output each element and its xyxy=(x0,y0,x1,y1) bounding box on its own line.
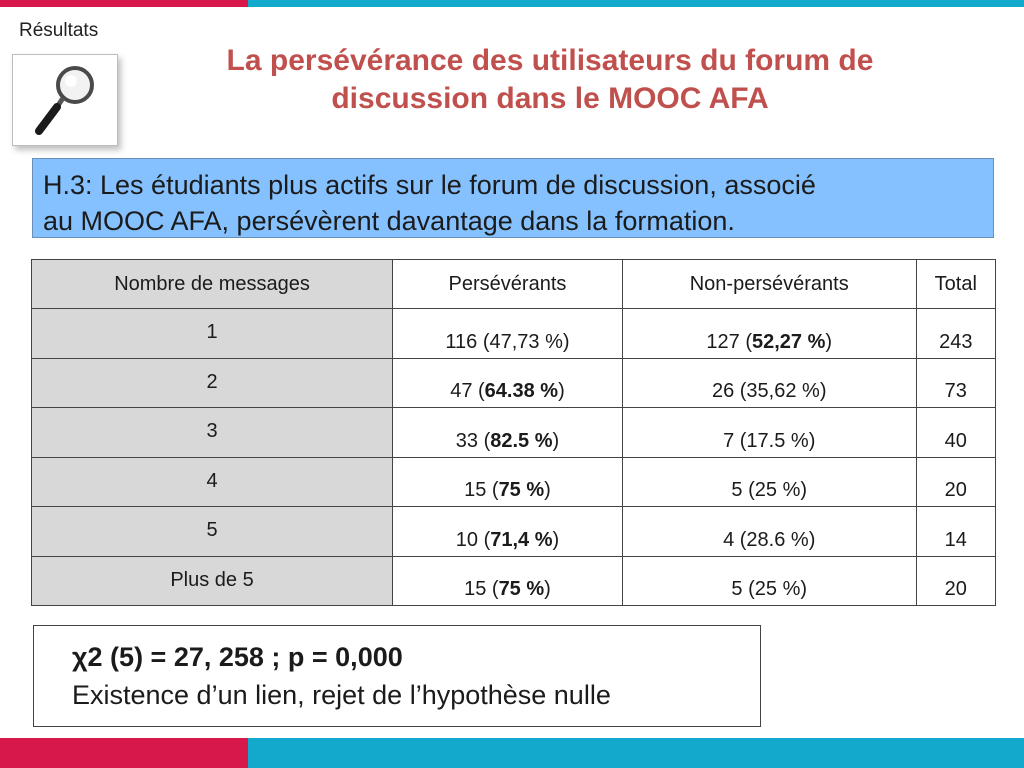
table-row: 3 33 (82.5 %) 7 (17.5 %) 40 xyxy=(30,407,997,458)
header-non-perseverants: Non-persévérants xyxy=(621,259,917,309)
cell-perseverants: 47 (64.38 %) xyxy=(392,357,623,408)
title-line-1: La persévérance des utilisateurs du foru… xyxy=(226,44,874,77)
header-total: Total xyxy=(915,259,997,309)
table-row: Plus de 5 15 (75 %) 5 (25 %) 20 xyxy=(30,555,997,606)
bottom-bar-red xyxy=(0,738,248,768)
cell-total: 14 xyxy=(915,506,997,557)
title-line-2: discussion dans le MOOC AFA xyxy=(331,82,769,115)
cell-total: 20 xyxy=(915,555,997,606)
cell-perseverants: 10 (71,4 %) xyxy=(392,506,623,557)
cell-non-perseverants: 5 (25 %) xyxy=(621,555,917,606)
hypothesis-line-1: H.3: Les étudiants plus actifs sur le fo… xyxy=(43,170,816,200)
magnifier-icon xyxy=(35,66,94,135)
cell-perseverants: 33 (82.5 %) xyxy=(392,407,623,458)
hypothesis-box: H.3: Les étudiants plus actifs sur le fo… xyxy=(32,158,994,238)
table-row: 2 47 (64.38 %) 26 (35,62 %) 73 xyxy=(30,357,997,408)
cell-total: 40 xyxy=(915,407,997,458)
header-perseverants: Persévérants xyxy=(392,259,623,309)
cell-messages: 4 xyxy=(30,456,394,507)
magnifier-frame xyxy=(12,54,118,146)
cell-messages: 1 xyxy=(30,308,394,359)
cell-messages: 3 xyxy=(30,407,394,458)
cell-perseverants: 15 (75 %) xyxy=(392,456,623,507)
cell-total: 243 xyxy=(915,308,997,359)
cell-perseverants: 15 (75 %) xyxy=(392,555,623,606)
chi-square-result: χ2 (5) = 27, 258 ; p = 0,000 xyxy=(72,642,403,672)
cell-messages: Plus de 5 xyxy=(30,555,394,606)
cell-total: 73 xyxy=(915,357,997,408)
cell-total: 20 xyxy=(915,456,997,507)
table-row: 4 15 (75 %) 5 (25 %) 20 xyxy=(30,456,997,507)
conclusion-text: Existence d’un lien, rejet de l’hypothès… xyxy=(72,680,611,710)
hypothesis-line-2: au MOOC AFA, persévèrent davantage dans … xyxy=(43,206,735,236)
cell-non-perseverants: 4 (28.6 %) xyxy=(621,506,917,557)
cell-non-perseverants: 127 (52,27 %) xyxy=(621,308,917,359)
cell-non-perseverants: 7 (17.5 %) xyxy=(621,407,917,458)
statistics-box: χ2 (5) = 27, 258 ; p = 0,000 Existence d… xyxy=(33,625,761,727)
table-row: 1 116 (47,73 %) 127 (52,27 %) 243 xyxy=(30,308,997,359)
section-label: Résultats xyxy=(19,20,99,41)
header-messages: Nombre de messages xyxy=(30,259,394,309)
page-title: La persévérance des utilisateurs du foru… xyxy=(150,42,950,118)
cell-messages: 5 xyxy=(30,506,394,557)
table-header-row: Nombre de messages Persévérants Non-pers… xyxy=(30,259,997,309)
cell-non-perseverants: 26 (35,62 %) xyxy=(621,357,917,408)
top-bar-red xyxy=(0,0,248,7)
results-table: Nombre de messages Persévérants Non-pers… xyxy=(30,259,997,606)
cell-perseverants: 116 (47,73 %) xyxy=(392,308,623,359)
top-bar-blue xyxy=(248,0,1024,7)
bottom-bar-blue xyxy=(248,738,1024,768)
cell-non-perseverants: 5 (25 %) xyxy=(621,456,917,507)
table-row: 5 10 (71,4 %) 4 (28.6 %) 14 xyxy=(30,506,997,557)
cell-messages: 2 xyxy=(30,357,394,408)
